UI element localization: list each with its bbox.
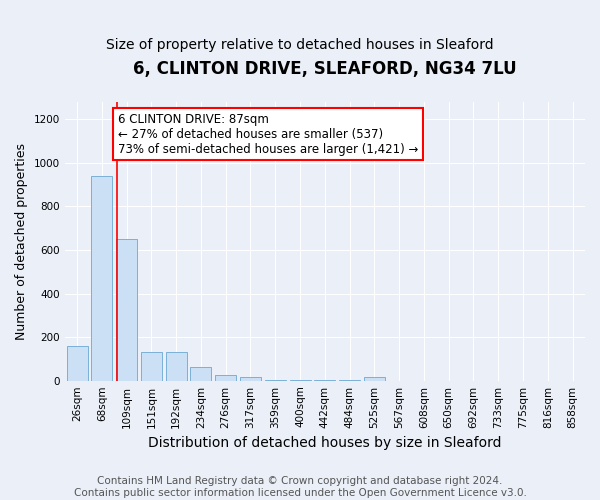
Text: 6 CLINTON DRIVE: 87sqm
← 27% of detached houses are smaller (537)
73% of semi-de: 6 CLINTON DRIVE: 87sqm ← 27% of detached… [118, 112, 418, 156]
Bar [91, 176, 112, 380]
Text: Size of property relative to detached houses in Sleaford: Size of property relative to detached ho… [106, 38, 494, 52]
Bar [240, 378, 261, 380]
Bar [215, 374, 236, 380]
Bar [141, 352, 162, 380]
Bar [190, 366, 211, 380]
Bar [364, 378, 385, 380]
Bar [166, 352, 187, 380]
X-axis label: Distribution of detached houses by size in Sleaford: Distribution of detached houses by size … [148, 436, 502, 450]
Y-axis label: Number of detached properties: Number of detached properties [15, 142, 28, 340]
Bar [116, 239, 137, 380]
Title: 6, CLINTON DRIVE, SLEAFORD, NG34 7LU: 6, CLINTON DRIVE, SLEAFORD, NG34 7LU [133, 60, 517, 78]
Bar [67, 346, 88, 380]
Text: Contains HM Land Registry data © Crown copyright and database right 2024.
Contai: Contains HM Land Registry data © Crown c… [74, 476, 526, 498]
